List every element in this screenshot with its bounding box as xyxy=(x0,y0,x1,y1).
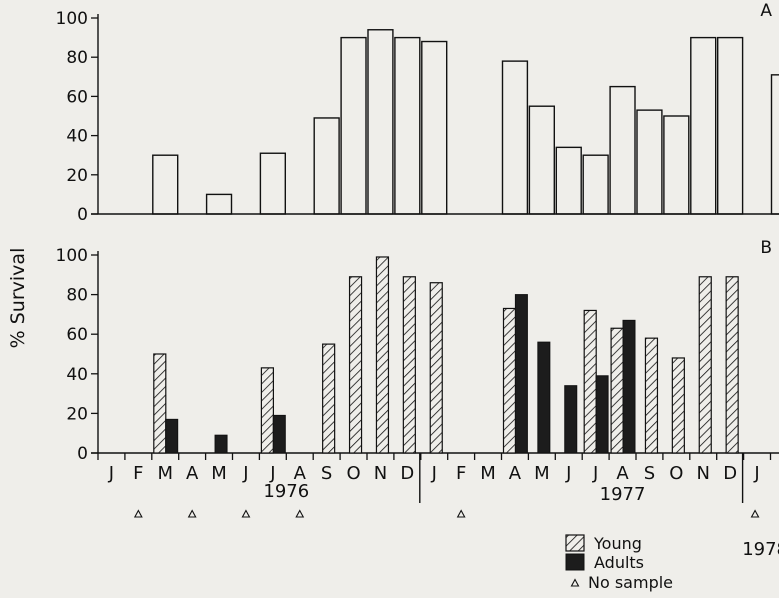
bar-young-outline xyxy=(717,36,744,215)
bar-young-outline xyxy=(205,193,233,215)
year-label: 1978 xyxy=(742,539,779,560)
bar-young xyxy=(429,282,443,454)
y-tick-label: 80 xyxy=(66,286,88,306)
bar-adult xyxy=(537,341,551,454)
bar-young xyxy=(502,307,517,454)
bar-young xyxy=(260,367,274,454)
bar-young-outline xyxy=(555,146,582,215)
y-tick-label: 20 xyxy=(66,166,88,186)
bar-young-outline xyxy=(663,115,690,215)
month-label: J xyxy=(269,463,275,484)
month-label: J xyxy=(753,463,759,484)
no-sample-marker xyxy=(295,509,305,518)
y-tick-label: 0 xyxy=(77,205,88,225)
month-label: J xyxy=(108,463,114,484)
bar-young xyxy=(610,327,624,454)
month-label: N xyxy=(697,463,710,484)
bar-young xyxy=(402,276,416,454)
bar-young-outline xyxy=(152,154,179,215)
year-label: 1977 xyxy=(600,484,646,505)
month-label: N xyxy=(374,463,387,484)
no-sample-marker xyxy=(241,509,251,518)
panel-label: A xyxy=(760,1,772,21)
month-label: F xyxy=(456,463,466,484)
month-label: O xyxy=(346,463,360,484)
bar-young-outline xyxy=(367,29,394,215)
legend-swatch-adults xyxy=(565,553,585,571)
month-label: J xyxy=(242,463,248,484)
bar-young-outline xyxy=(394,36,421,215)
bar-young xyxy=(153,353,167,454)
bar-adult xyxy=(622,319,636,454)
no-sample-marker xyxy=(750,509,760,518)
bar-young xyxy=(644,337,659,454)
y-tick-label: 40 xyxy=(66,127,88,147)
bar-young-outline xyxy=(690,36,717,215)
bar-adult xyxy=(564,385,578,454)
month-label: J xyxy=(592,463,598,484)
y-tick-label: 100 xyxy=(56,246,88,266)
legend-swatch-young xyxy=(565,534,585,552)
bar-young-outline xyxy=(582,154,609,215)
bar-adult xyxy=(214,434,228,454)
month-label: O xyxy=(669,463,683,484)
y-axis-label: % Survival xyxy=(7,248,29,349)
bar-young xyxy=(375,256,390,454)
no-sample-marker xyxy=(456,509,466,518)
month-label: S xyxy=(644,463,655,484)
no-sample-marker xyxy=(187,509,197,518)
month-label: A xyxy=(186,463,199,484)
legend-label-adults: Adults xyxy=(594,553,644,572)
bar-young xyxy=(583,309,597,454)
bar-young-outline xyxy=(501,60,529,215)
month-label: A xyxy=(616,463,629,484)
bar-young xyxy=(725,276,739,454)
month-label: F xyxy=(133,463,143,484)
bar-young-outline xyxy=(609,85,636,215)
legend-label-no-sample: No sample xyxy=(588,573,673,592)
bar-young xyxy=(348,276,363,454)
y-tick-label: 100 xyxy=(56,9,88,29)
bar-young-outline xyxy=(259,152,286,215)
bar-young xyxy=(698,276,712,454)
bar-young xyxy=(322,343,336,454)
month-label: J xyxy=(431,463,437,484)
bar-young xyxy=(671,357,685,454)
bar-young-outline xyxy=(421,40,448,215)
bar-adult xyxy=(514,294,528,454)
month-label: J xyxy=(565,463,571,484)
y-tick-label: 60 xyxy=(66,87,88,107)
month-label: D xyxy=(400,463,414,484)
legend-marker-no-sample xyxy=(570,578,580,587)
panel-label: B xyxy=(760,238,772,258)
y-tick-label: 80 xyxy=(66,48,88,68)
bar-adult xyxy=(595,375,609,454)
month-label: M xyxy=(534,463,550,484)
month-label: S xyxy=(321,463,332,484)
y-tick-label: 0 xyxy=(77,444,88,464)
legend-label-young: Young xyxy=(593,534,642,553)
bar-young-outline xyxy=(528,105,556,215)
bar-young-outline xyxy=(313,117,340,215)
month-label: D xyxy=(723,463,737,484)
month-label: M xyxy=(480,463,496,484)
bar-adult xyxy=(165,418,179,454)
y-tick-label: 40 xyxy=(66,365,88,385)
bar-adult xyxy=(272,414,286,454)
no-sample-marker xyxy=(133,509,143,518)
month-label: A xyxy=(509,463,522,484)
y-tick-label: 20 xyxy=(66,404,88,424)
bar-young-outline xyxy=(636,109,663,215)
month-label: A xyxy=(294,463,307,484)
year-label: 1976 xyxy=(263,481,309,502)
month-label: M xyxy=(211,463,227,484)
month-label: M xyxy=(157,463,173,484)
bar-young-outline xyxy=(770,74,779,215)
y-tick-label: 60 xyxy=(66,325,88,345)
bar-young-outline xyxy=(340,36,367,215)
